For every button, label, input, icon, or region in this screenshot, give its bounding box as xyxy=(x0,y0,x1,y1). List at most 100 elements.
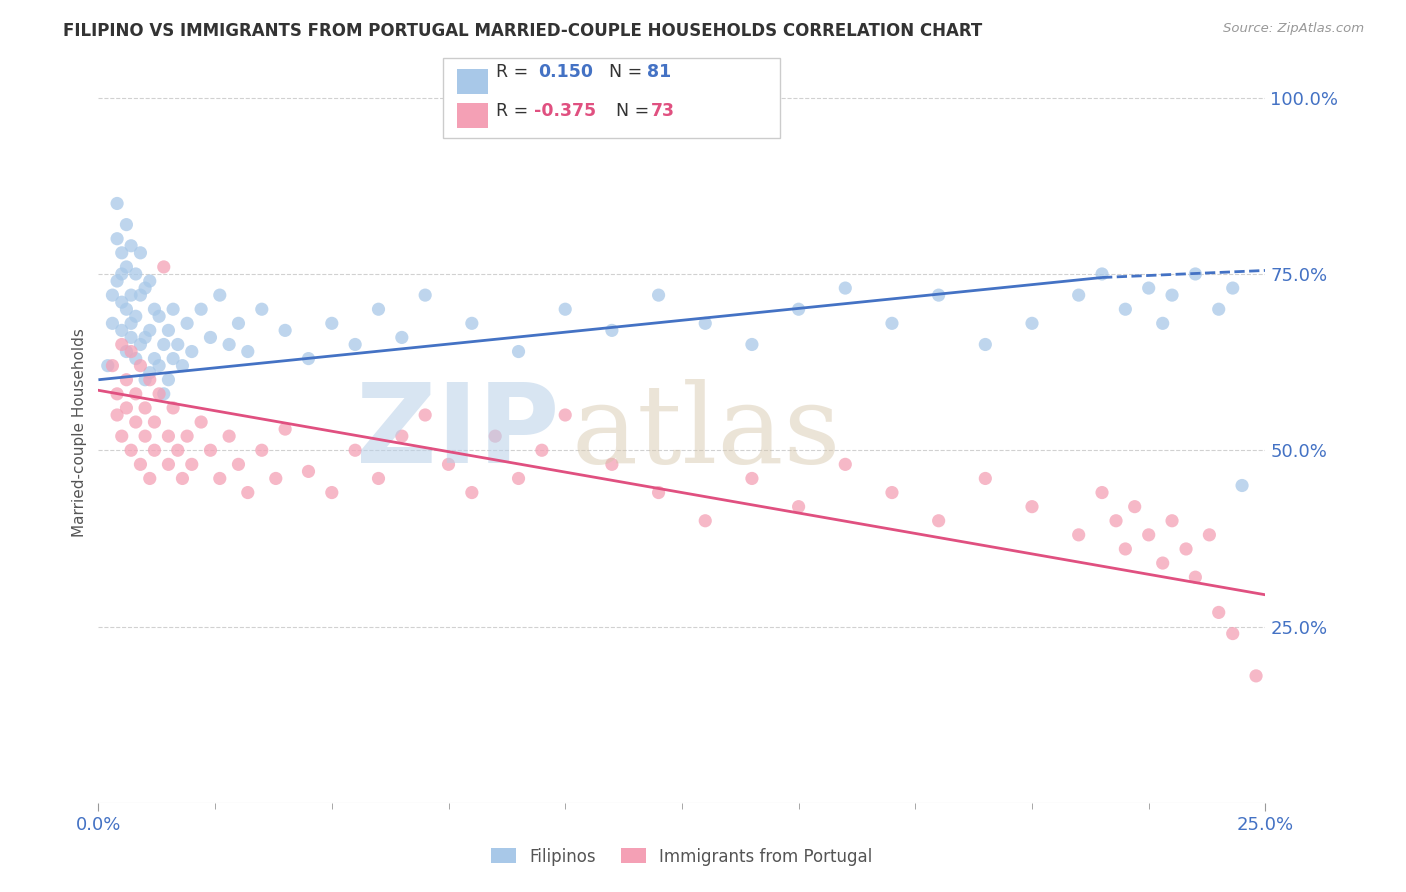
Point xyxy=(508,471,530,485)
Point xyxy=(134,281,156,295)
Point xyxy=(134,429,156,443)
Point xyxy=(208,471,231,485)
Y-axis label: Married-couple Households: Married-couple Households xyxy=(72,328,87,537)
Text: N =: N = xyxy=(598,63,647,81)
Point xyxy=(1208,606,1230,620)
Point xyxy=(834,458,856,472)
Point xyxy=(741,337,763,351)
Point xyxy=(162,351,184,366)
Point xyxy=(880,316,903,330)
Point xyxy=(105,274,128,288)
Point xyxy=(166,337,188,351)
Point xyxy=(139,471,162,485)
Text: R =: R = xyxy=(496,103,534,120)
Point xyxy=(152,260,174,274)
Point xyxy=(120,316,142,330)
Point xyxy=(148,387,170,401)
Point xyxy=(1105,514,1128,528)
Point xyxy=(120,239,142,253)
Point xyxy=(461,316,484,330)
Point xyxy=(101,359,124,373)
Point xyxy=(176,429,198,443)
Point xyxy=(139,366,162,380)
Point xyxy=(297,351,319,366)
Point xyxy=(115,344,138,359)
Point xyxy=(111,337,134,351)
Point xyxy=(97,359,120,373)
Point xyxy=(1021,316,1043,330)
Point xyxy=(129,288,152,302)
Point xyxy=(157,429,180,443)
Point xyxy=(218,429,240,443)
Point xyxy=(134,330,156,344)
Point xyxy=(1222,626,1244,640)
Point xyxy=(190,302,212,317)
Point xyxy=(1137,281,1160,295)
Point xyxy=(974,337,997,351)
Point xyxy=(148,310,170,324)
Point xyxy=(1161,514,1184,528)
Text: ZIP: ZIP xyxy=(356,379,560,486)
Point xyxy=(1198,528,1220,542)
Point xyxy=(105,387,128,401)
Point xyxy=(105,196,128,211)
Point xyxy=(974,471,997,485)
Point xyxy=(274,422,297,436)
Point xyxy=(115,260,138,274)
Point xyxy=(1184,267,1206,281)
Point xyxy=(143,415,166,429)
Point xyxy=(437,458,460,472)
Point xyxy=(218,337,240,351)
Point xyxy=(190,415,212,429)
Point xyxy=(157,373,180,387)
Point xyxy=(1137,528,1160,542)
Point xyxy=(129,458,152,472)
Point xyxy=(157,458,180,472)
Point xyxy=(1208,302,1230,317)
Point xyxy=(1175,541,1198,556)
Point xyxy=(321,485,343,500)
Point xyxy=(111,295,134,310)
Point xyxy=(129,337,152,351)
Point xyxy=(236,344,259,359)
Point xyxy=(391,330,413,344)
Point xyxy=(1091,485,1114,500)
Point xyxy=(1222,281,1244,295)
Point xyxy=(1114,302,1136,317)
Point xyxy=(1152,556,1174,570)
Point xyxy=(250,302,273,317)
Point xyxy=(1114,541,1136,556)
Point xyxy=(172,471,194,485)
Point xyxy=(1067,288,1090,302)
Point xyxy=(236,485,259,500)
Point xyxy=(391,429,413,443)
Point xyxy=(180,458,202,472)
Point xyxy=(928,288,950,302)
Point xyxy=(139,323,162,337)
Point xyxy=(200,330,222,344)
Text: 81: 81 xyxy=(647,63,671,81)
Point xyxy=(143,443,166,458)
Point xyxy=(148,359,170,373)
Point xyxy=(508,344,530,359)
Point xyxy=(928,514,950,528)
Text: FILIPINO VS IMMIGRANTS FROM PORTUGAL MARRIED-COUPLE HOUSEHOLDS CORRELATION CHART: FILIPINO VS IMMIGRANTS FROM PORTUGAL MAR… xyxy=(63,22,983,40)
Point xyxy=(139,274,162,288)
Point xyxy=(125,415,148,429)
Text: atlas: atlas xyxy=(571,379,841,486)
Point xyxy=(166,443,188,458)
Point xyxy=(129,245,152,260)
Point xyxy=(115,401,138,415)
Point xyxy=(1244,669,1267,683)
Text: 0.150: 0.150 xyxy=(538,63,593,81)
Text: Source: ZipAtlas.com: Source: ZipAtlas.com xyxy=(1223,22,1364,36)
Point xyxy=(600,323,623,337)
Point xyxy=(344,337,367,351)
Point xyxy=(297,464,319,478)
Point xyxy=(125,310,148,324)
Point xyxy=(787,500,810,514)
Text: -0.375: -0.375 xyxy=(534,103,596,120)
Point xyxy=(461,485,484,500)
Point xyxy=(228,458,250,472)
Point xyxy=(101,288,124,302)
